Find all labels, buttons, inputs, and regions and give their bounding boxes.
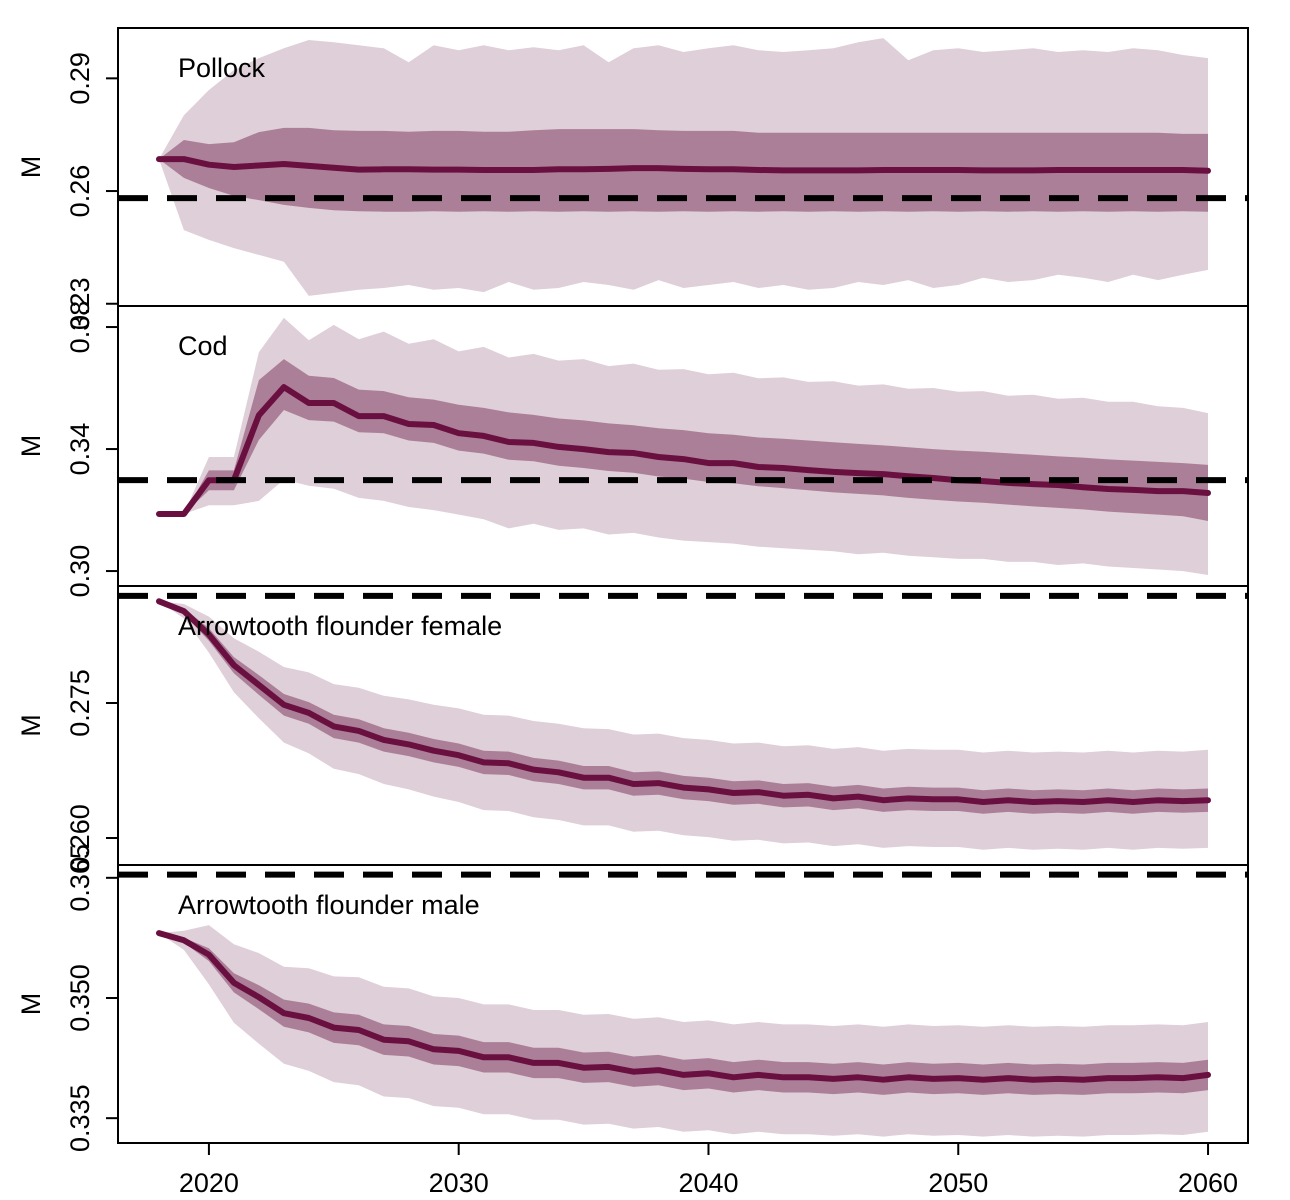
- y-tick-label: 0.34: [65, 423, 95, 476]
- panel-label: Cod: [178, 331, 228, 361]
- band-inner: [159, 933, 1208, 1095]
- y-tick-label: 0.38: [65, 301, 95, 354]
- panel: [118, 38, 1248, 296]
- y-tick-label: 0.30: [65, 545, 95, 598]
- panel-label: Pollock: [178, 53, 266, 83]
- median-line: [156, 930, 1211, 1083]
- y-tick-label: 0.350: [65, 964, 95, 1032]
- panel-frame: [117, 864, 1249, 1144]
- panel: [118, 592, 1248, 850]
- band-inner: [159, 601, 1208, 814]
- median-line: [156, 156, 1211, 174]
- y-tick-label: 0.260: [65, 804, 95, 872]
- x-tick-label: 2040: [678, 1168, 738, 1198]
- y-axis-label: M: [16, 993, 46, 1016]
- x-tick-label: 2020: [179, 1168, 239, 1198]
- y-tick-label: 0.29: [65, 52, 95, 105]
- y-tick-label: 0.335: [65, 1084, 95, 1152]
- y-tick-label: 0.365: [65, 844, 95, 912]
- x-tick-label: 2030: [429, 1168, 489, 1198]
- y-tick-label: 0.26: [65, 165, 95, 218]
- y-tick-label: 0.23: [65, 277, 95, 330]
- y-axis-label: M: [16, 435, 46, 458]
- median-line: [156, 598, 1211, 805]
- y-axis-label: M: [16, 156, 46, 179]
- panel-label: Arrowtooth flounder female: [178, 611, 502, 641]
- panel: [118, 317, 1248, 575]
- x-tick-label: 2050: [928, 1168, 988, 1198]
- panel-label: Arrowtooth flounder male: [178, 890, 480, 920]
- y-axis-label: M: [16, 714, 46, 737]
- y-tick-label: 0.275: [65, 669, 95, 737]
- median-line: [156, 384, 1211, 517]
- panel: [118, 871, 1248, 1137]
- x-tick-label: 2060: [1178, 1168, 1238, 1198]
